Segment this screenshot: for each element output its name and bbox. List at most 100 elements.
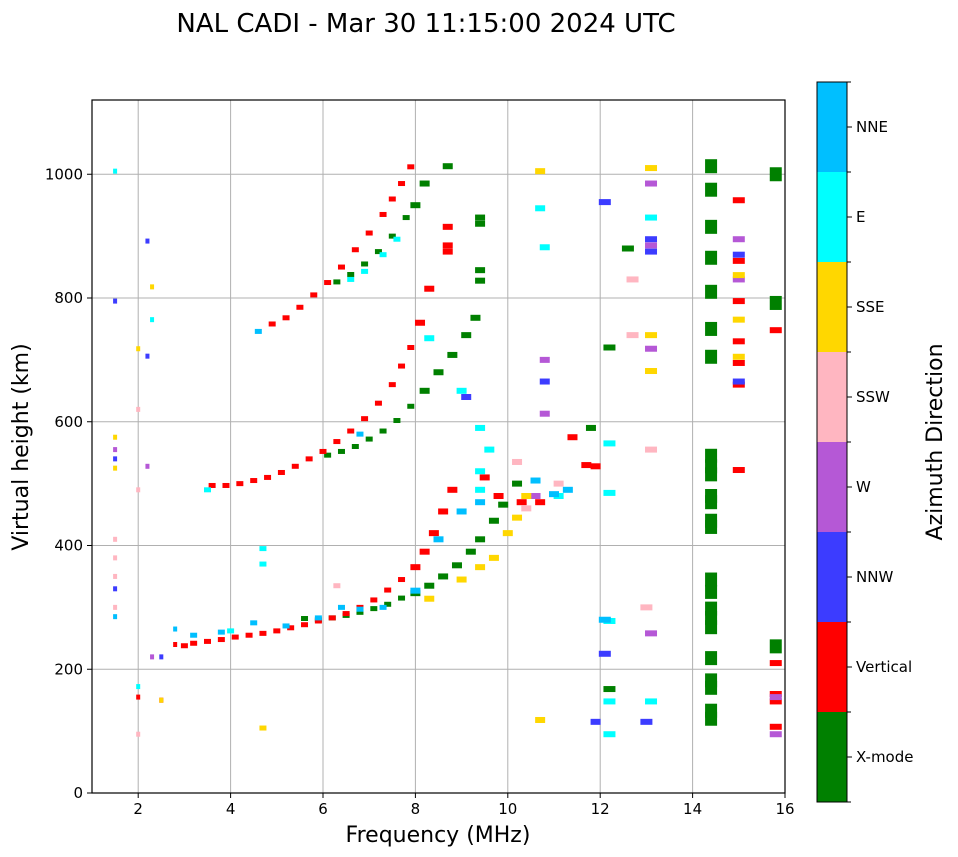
data-point [415, 319, 426, 326]
y-tick-label: 400 [54, 537, 83, 555]
series-w [113, 180, 782, 738]
colorbar-segment [817, 352, 847, 442]
data-point [732, 272, 745, 279]
data-point [407, 345, 415, 350]
data-point [626, 332, 639, 339]
data-point [475, 564, 486, 571]
data-point [291, 463, 299, 469]
colorbar-segment [817, 712, 847, 802]
data-point [379, 211, 387, 217]
data-point [475, 214, 486, 221]
data-point [603, 440, 616, 447]
data-point [433, 536, 444, 543]
data-point [645, 332, 658, 339]
data-point [328, 615, 336, 621]
data-point [530, 477, 541, 484]
data-point [356, 606, 364, 612]
data-point [410, 587, 421, 594]
data-point [645, 446, 658, 453]
chart-title: NAL CADI - Mar 30 11:15:00 2024 UTC [176, 9, 675, 39]
data-point [113, 586, 118, 592]
data-point [410, 564, 421, 571]
data-point [393, 418, 401, 424]
data-point [208, 482, 216, 488]
data-point [732, 236, 745, 243]
data-point [705, 584, 718, 599]
colorbar-label: Azimuth Direction [923, 343, 948, 540]
data-point [549, 491, 559, 498]
data-point [475, 468, 486, 475]
data-point [732, 359, 745, 366]
data-point [732, 338, 745, 345]
data-point [521, 505, 532, 512]
data-point [535, 716, 546, 723]
data-point [113, 456, 118, 462]
data-points [113, 159, 782, 738]
series-sse [113, 165, 745, 731]
data-point [268, 321, 276, 327]
colorbar-segment [817, 622, 847, 712]
data-point [705, 513, 718, 528]
data-point [337, 264, 345, 270]
data-point [361, 268, 369, 274]
series-nnw [113, 199, 745, 725]
data-point [645, 698, 658, 705]
data-point [222, 482, 230, 488]
data-point [314, 615, 322, 621]
data-point [535, 499, 546, 506]
data-point [581, 462, 592, 469]
data-point [732, 276, 745, 283]
data-point [287, 625, 295, 631]
data-point [539, 378, 550, 385]
data-point [442, 242, 453, 249]
data-point [384, 601, 392, 607]
data-point [488, 517, 499, 524]
data-point [113, 555, 118, 561]
colorbar-tick-label: X-mode [856, 748, 913, 766]
data-point [419, 548, 430, 555]
y-tick-label: 600 [54, 413, 83, 431]
data-point [603, 686, 616, 693]
data-point [159, 697, 164, 703]
data-point [236, 481, 244, 487]
data-point [645, 180, 658, 187]
data-point [113, 614, 118, 620]
data-point [645, 214, 658, 221]
data-point [769, 698, 782, 705]
data-point [732, 381, 745, 388]
data-point [603, 698, 616, 705]
data-point [705, 182, 718, 197]
data-point [136, 694, 141, 700]
data-point [539, 410, 550, 417]
data-point [365, 230, 373, 236]
data-point [324, 280, 332, 286]
data-point [259, 546, 267, 552]
data-point [150, 284, 155, 290]
data-point [351, 247, 359, 253]
data-point [562, 486, 573, 493]
data-point [475, 220, 486, 227]
data-point [136, 731, 141, 737]
data-point [705, 651, 718, 666]
data-point [319, 448, 327, 454]
data-point [259, 561, 267, 567]
colorbar-frame [816, 81, 848, 803]
data-point [461, 332, 472, 339]
data-point [598, 650, 611, 657]
data-point [598, 616, 611, 623]
data-point [645, 345, 658, 352]
data-point [456, 576, 467, 583]
y-tick-label: 200 [54, 660, 83, 678]
data-point [370, 597, 378, 603]
data-point [705, 219, 718, 234]
data-point [442, 223, 453, 230]
data-point [136, 487, 141, 493]
series-ssw [113, 276, 658, 737]
data-point [282, 623, 290, 629]
data-point [475, 267, 486, 274]
data-point [428, 530, 439, 537]
data-point [173, 626, 178, 632]
data-point [621, 245, 634, 252]
data-point [475, 486, 486, 493]
data-point [159, 654, 164, 660]
